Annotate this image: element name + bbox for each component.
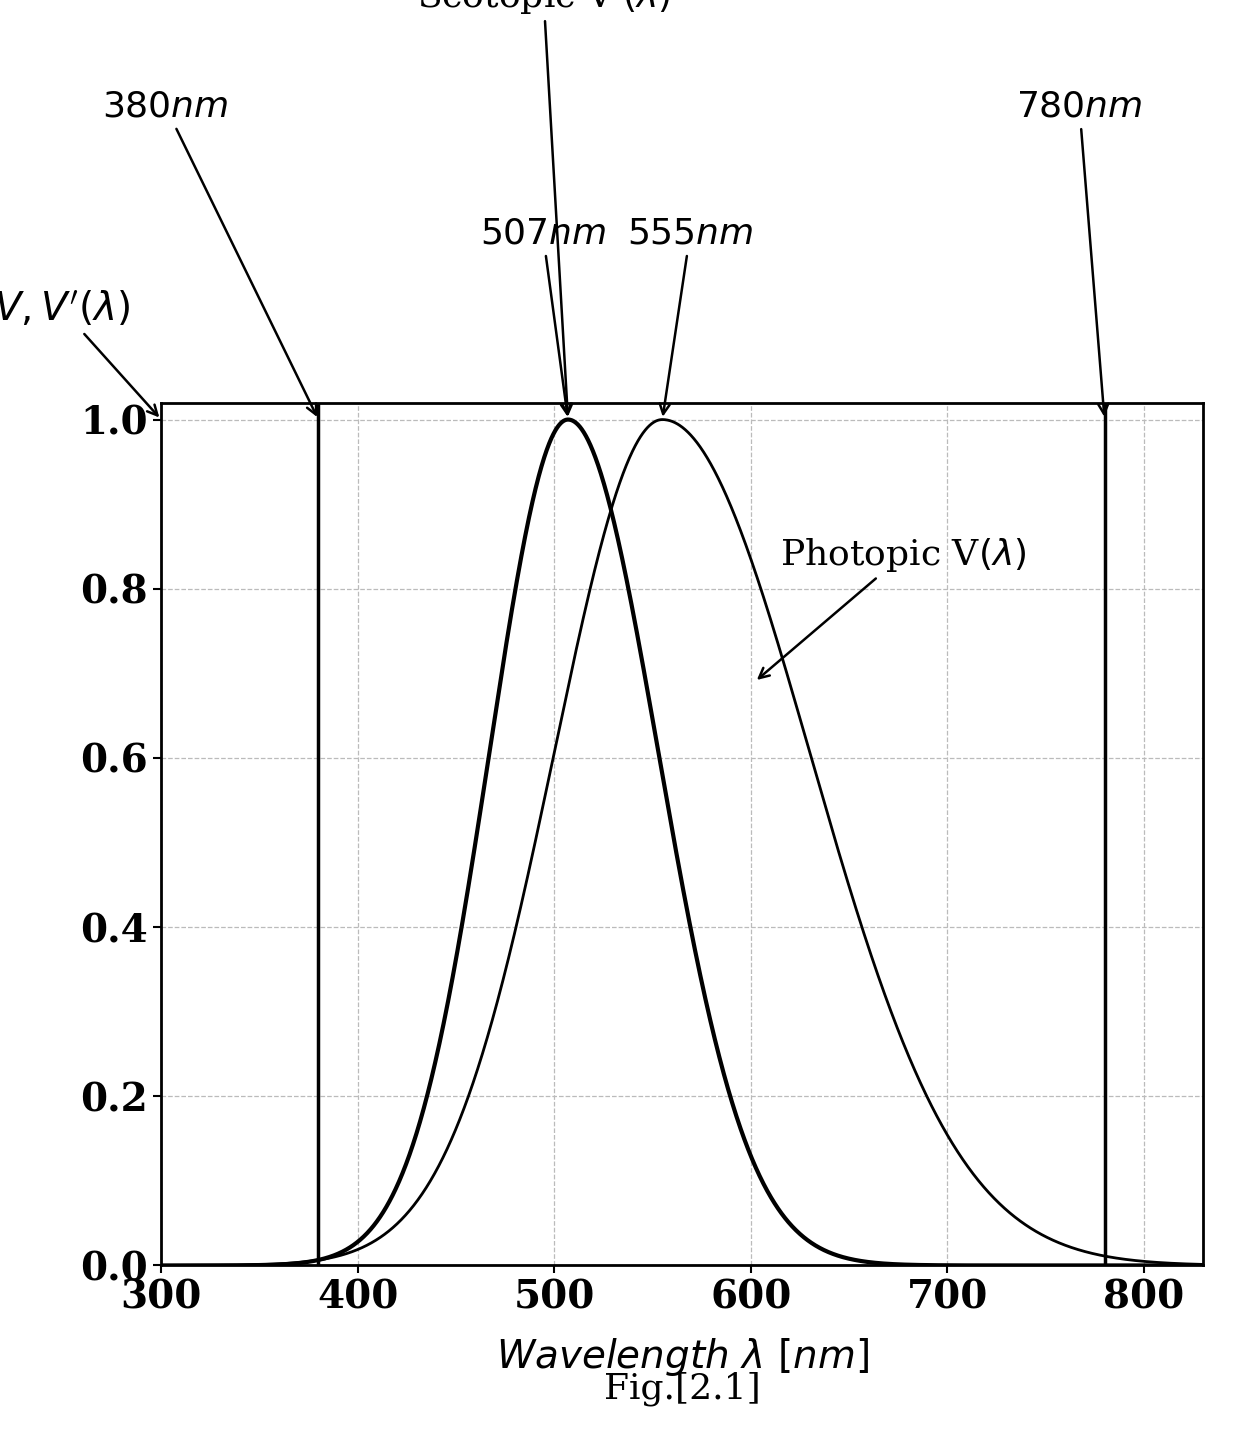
Text: Photopic V$(\lambda)$: Photopic V$(\lambda)$ [759,536,1027,679]
Text: $380\mathit{nm}$: $380\mathit{nm}$ [102,89,316,414]
Text: $507\mathit{nm}$: $507\mathit{nm}$ [480,217,606,414]
Text: Scotopic V'$(\lambda)$: Scotopic V'$(\lambda)$ [417,0,671,414]
Text: Fig.[2.1]: Fig.[2.1] [604,1372,760,1406]
X-axis label: $\mathit{Wavelength}\ \lambda\ [nm]$: $\mathit{Wavelength}\ \lambda\ [nm]$ [496,1336,868,1378]
Text: $\mathit{V,V'(\lambda)}$: $\mathit{V,V'(\lambda)}$ [0,290,157,416]
Text: $555\mathit{nm}$: $555\mathit{nm}$ [627,217,754,414]
Text: $780\mathit{nm}$: $780\mathit{nm}$ [1016,89,1143,414]
